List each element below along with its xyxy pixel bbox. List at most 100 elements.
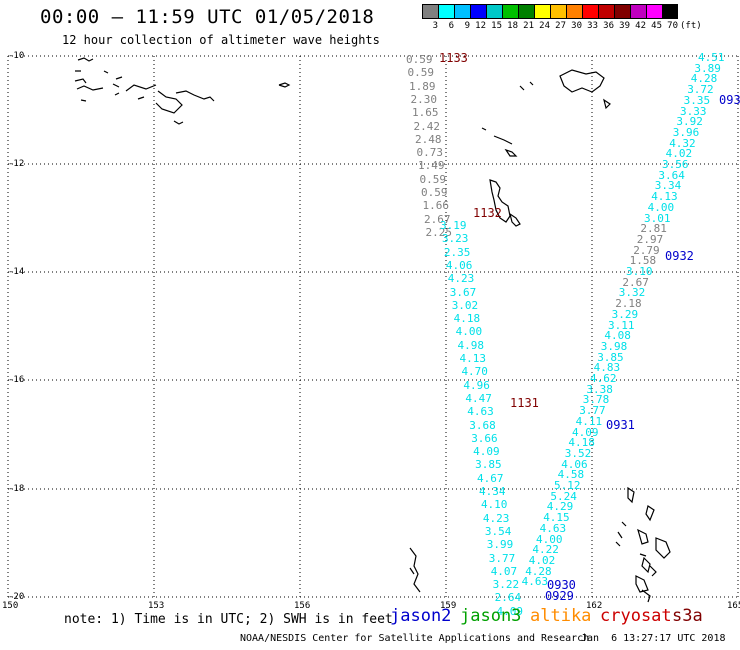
scale-label: 70 — [667, 21, 678, 31]
footer-credit: NOAA/NESDIS Center for Satellite Applica… — [240, 633, 590, 644]
wave-height-value: 3.01 — [644, 211, 671, 225]
latitude-label: -14 — [8, 267, 25, 277]
scale-label: 33 — [587, 21, 598, 31]
wave-height-value: 3.10 — [626, 265, 653, 278]
scale-label: 21 — [523, 21, 534, 31]
wave-height-value: 1.58 — [629, 254, 657, 268]
wave-height-value: 3.72 — [687, 83, 714, 97]
wave-height-value: 4.28 — [525, 564, 552, 578]
scale-label: 30 — [571, 21, 582, 31]
wave-height-value: 3.78 — [582, 393, 610, 407]
wave-height-value: 0.59 — [419, 172, 447, 186]
wave-height-value: 4.18 — [568, 436, 595, 450]
wave-height-value: 2.48 — [415, 132, 442, 146]
scale-unit: (ft) — [680, 21, 702, 31]
wave-height-color-scale — [422, 4, 678, 19]
wave-height-value: 3.85 — [597, 350, 624, 364]
wave-height-value: 0.59 — [406, 53, 433, 66]
scale-swatch — [518, 4, 534, 19]
wave-height-value: 3.22 — [492, 578, 520, 592]
scale-swatch — [486, 4, 502, 19]
wave-height-value: 2.42 — [413, 119, 441, 133]
wave-height-value: 0.59 — [421, 186, 448, 199]
wave-height-value: 4.15 — [543, 511, 570, 525]
wave-height-value: 4.11 — [575, 414, 603, 428]
scale-swatch — [470, 4, 486, 19]
wave-height-value: 1.49 — [418, 159, 445, 173]
time-label: 093 — [719, 93, 740, 107]
wave-height-value: 3.64 — [658, 168, 685, 182]
lat-lon-grid — [7, 55, 739, 598]
longitude-label: 162 — [586, 601, 603, 611]
chart-subtitle: 12 hour collection of altimeter wave hei… — [62, 33, 380, 47]
wave-height-value: 2.18 — [615, 297, 642, 311]
scale-swatch — [438, 4, 454, 19]
wave-height-value: 4.09 — [572, 425, 599, 439]
longitude-label: 150 — [2, 601, 19, 611]
scale-swatch — [502, 4, 518, 19]
wave-height-value: 4.63 — [521, 575, 549, 589]
wave-height-value: 3.52 — [564, 446, 592, 460]
wave-height-value: 3.54 — [484, 524, 512, 538]
scale-label: 18 — [507, 21, 518, 31]
time-label: 0929 — [545, 589, 574, 603]
wave-height-value: 4.13 — [459, 352, 487, 365]
wave-height-value: 3.77 — [579, 404, 606, 418]
wave-height-value: 2.67 — [424, 212, 451, 226]
scale-label: 24 — [539, 21, 550, 31]
wave-height-value: 4.23 — [482, 511, 510, 525]
wave-height-value: 4.00 — [647, 200, 675, 214]
wave-height-value: 1.65 — [412, 106, 439, 120]
wave-height-value: 3.67 — [449, 285, 477, 299]
wave-height-value: 4.13 — [651, 190, 678, 204]
wave-height-value: 3.98 — [600, 339, 628, 353]
scale-swatch — [598, 4, 614, 19]
wave-height-value: 4.09 — [473, 445, 500, 459]
wave-height-value: 3.89 — [694, 61, 721, 75]
wave-height-value: 4.06 — [445, 258, 473, 272]
wave-height-value: 4.10 — [480, 498, 508, 512]
wave-height-value: 2.67 — [622, 275, 649, 289]
latitude-label: -16 — [8, 375, 25, 385]
wave-height-value: 3.77 — [488, 551, 516, 565]
coastline-vanuatu — [615, 486, 671, 603]
wave-height-value: 1.89 — [409, 79, 436, 93]
wave-height-value: 3.85 — [475, 458, 502, 472]
longitude-label: 165 — [727, 601, 740, 611]
time-label: 0930 — [547, 578, 576, 592]
wave-height-value: 2.64 — [494, 591, 522, 605]
wave-height-value: 4.08 — [604, 329, 631, 343]
latitude-label: -10 — [8, 51, 25, 61]
wave-height-value: 5.24 — [550, 489, 577, 503]
wave-height-value: 4.32 — [669, 136, 696, 150]
satellite-legend-item: cryosat — [600, 606, 672, 626]
time-label: 1133 — [439, 51, 468, 65]
time-label: 1132 — [473, 206, 502, 220]
scale-swatch — [646, 4, 662, 19]
scale-label: 12 — [475, 21, 486, 31]
longitude-label: 156 — [294, 601, 311, 611]
coastlines — [74, 57, 671, 603]
wave-height-value: 4.23 — [447, 272, 475, 286]
wave-height-value: 4.96 — [463, 378, 490, 392]
wave-height-value: 3.96 — [672, 125, 700, 139]
scale-swatch — [422, 4, 438, 19]
wave-height-value: 4.28 — [690, 72, 718, 86]
scale-label: 45 — [651, 21, 662, 31]
coastline-png — [74, 57, 291, 125]
wave-height-value: 4.09 — [496, 604, 524, 618]
scale-swatch — [662, 4, 678, 19]
coastline-solomon — [481, 127, 521, 227]
wave-height-value: 3.29 — [611, 307, 639, 321]
wave-height-value: 1.66 — [422, 199, 450, 213]
wave-height-value: 4.63 — [539, 521, 567, 535]
units-note: note: 1) Time is in UTC; 2) SWH is in fe… — [64, 612, 393, 627]
wave-height-value: 4.00 — [536, 532, 563, 546]
wave-height-value: 3.02 — [451, 298, 479, 312]
wave-height-value: 4.34 — [479, 485, 506, 498]
wave-height-value: 3.19 — [440, 219, 467, 232]
wave-height-value: 4.67 — [477, 471, 504, 485]
wave-height-value: 4.51 — [698, 51, 725, 64]
scale-label: 15 — [491, 21, 502, 31]
